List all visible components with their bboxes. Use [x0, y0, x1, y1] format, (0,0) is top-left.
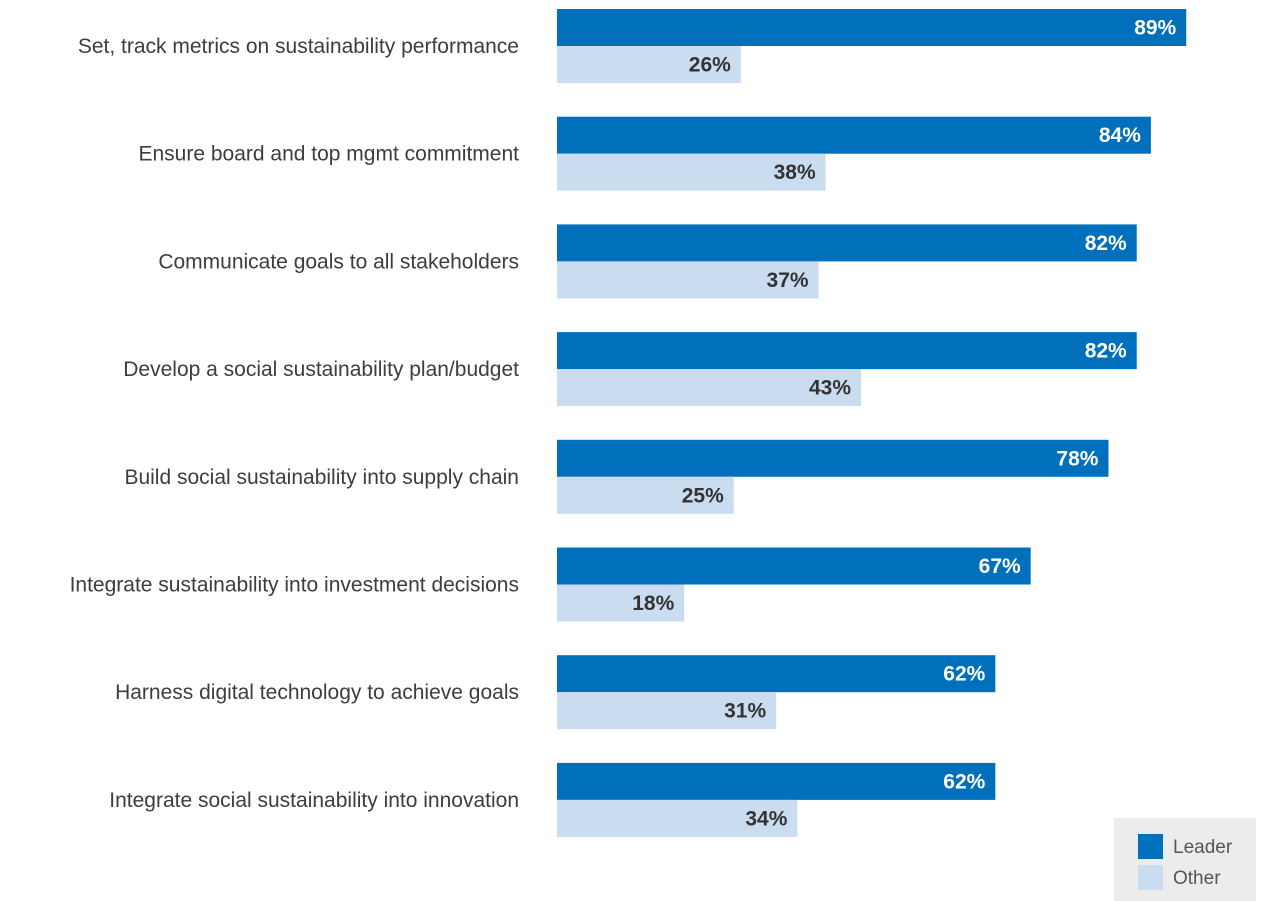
data-label-other: 26%: [689, 54, 731, 77]
bar-leader: [557, 9, 1187, 46]
category-label: Build social sustainability into supply …: [124, 466, 519, 489]
data-label-leader: 67%: [979, 555, 1021, 578]
bar-other: [557, 799, 798, 837]
bar-leader: [557, 116, 1151, 154]
bar-group-5: 78% 25%: [557, 439, 1109, 514]
bar-group-7: 62% 31%: [557, 655, 996, 730]
data-label-leader: 78%: [1056, 447, 1098, 470]
bar-group-3: 82% 37%: [557, 224, 1137, 299]
bar-other: [557, 153, 826, 191]
category-labels: Set, track metrics on sustainability per…: [70, 35, 520, 812]
data-label-leader: 62%: [943, 663, 985, 686]
bar-leader: [557, 547, 1031, 585]
bar-group-4: 82% 43%: [557, 332, 1137, 407]
data-label-other: 34%: [745, 807, 787, 830]
data-label-other: 37%: [767, 269, 809, 292]
bar-other: [557, 692, 777, 730]
bar-leader: [557, 762, 996, 800]
legend-label-other: Other: [1173, 868, 1221, 889]
bar-group-6: 67% 18%: [557, 547, 1031, 622]
data-label-leader: 62%: [943, 770, 985, 793]
data-label-other: 25%: [682, 484, 724, 507]
data-label-other: 38%: [774, 161, 816, 184]
bar-group-8: 62% 34%: [557, 762, 996, 837]
legend-background: [1114, 818, 1256, 901]
data-label-leader: 82%: [1085, 232, 1127, 255]
bar-other: [557, 476, 734, 514]
bar-group-1: 89% 26%: [557, 9, 1187, 83]
bar-group-2: 84% 38%: [557, 116, 1151, 191]
legend: Leader Other: [1114, 818, 1256, 901]
bar-leader: [557, 439, 1109, 477]
legend-swatch-other: [1138, 865, 1163, 890]
category-label: Set, track metrics on sustainability per…: [78, 35, 519, 58]
category-label: Integrate sustainability into investment…: [70, 574, 519, 597]
bar-leader: [557, 224, 1137, 262]
category-label: Integrate social sustainability into inn…: [109, 789, 519, 812]
bar-other: [557, 369, 862, 407]
data-label-other: 31%: [724, 700, 766, 723]
category-label: Harness digital technology to achieve go…: [115, 681, 519, 704]
data-label-leader: 89%: [1134, 17, 1176, 40]
bar-other: [557, 46, 741, 83]
legend-swatch-leader: [1138, 834, 1163, 859]
bar-leader: [557, 332, 1137, 370]
bar-groups: 89% 26% 84% 38% 82% 37% 82% 43% 78% 25% 67% 18% 62% 3…: [557, 9, 1187, 837]
bar-other: [557, 584, 685, 622]
bar-other: [557, 261, 819, 299]
legend-label-leader: Leader: [1173, 837, 1233, 858]
data-label-other: 43%: [809, 377, 851, 400]
data-label-leader: 82%: [1085, 340, 1127, 363]
data-label-other: 18%: [632, 592, 674, 615]
category-label: Communicate goals to all stakeholders: [158, 250, 519, 273]
category-label: Ensure board and top mgmt commitment: [138, 143, 519, 166]
bar-leader: [557, 655, 996, 693]
data-label-leader: 84%: [1099, 124, 1141, 147]
category-label: Develop a social sustainability plan/bud…: [123, 358, 519, 381]
